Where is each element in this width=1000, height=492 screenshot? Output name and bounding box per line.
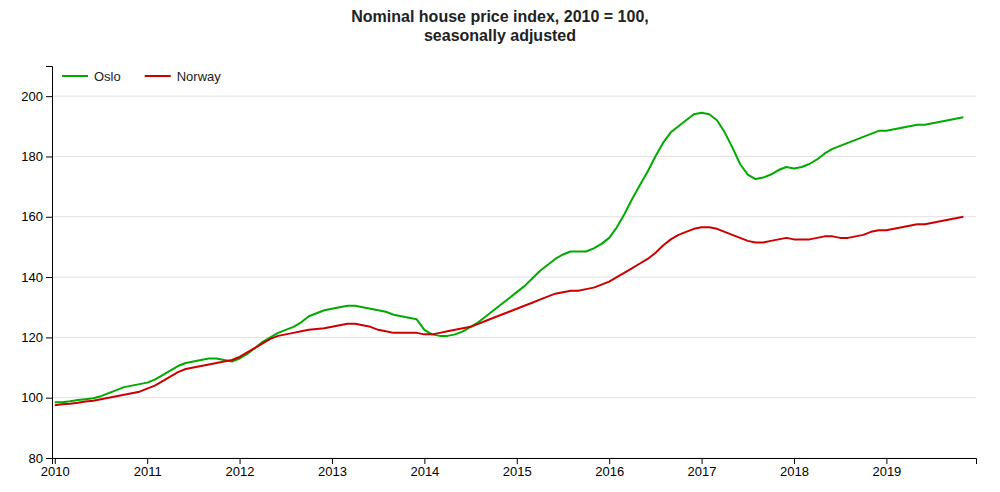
tick: 100 (21, 390, 52, 405)
tick-mark (55, 458, 56, 464)
tick-label: 2018 (780, 464, 809, 479)
grid-line (52, 96, 976, 97)
tick-label: 2012 (226, 464, 255, 479)
tick-mark (46, 337, 52, 338)
tick-mark (240, 458, 241, 464)
title-line: Nominal house price index, 2010 = 100, (351, 8, 648, 25)
tick: 2014 (410, 458, 439, 479)
tick-label: 140 (21, 270, 43, 285)
tick: 160 (21, 209, 52, 224)
grid-line (52, 156, 976, 157)
axis-line (53, 459, 977, 465)
tick-mark (46, 156, 52, 157)
legend-item: Norway (145, 69, 222, 84)
series-line (55, 113, 964, 402)
tick: 2013 (318, 458, 347, 479)
plot: 2010 2011 2012 2013 2014 2015 2016 2017 2018 2019… (21, 67, 976, 480)
tick-label: 2015 (503, 464, 532, 479)
tick-mark (794, 458, 795, 464)
tick: 2017 (688, 458, 717, 479)
tick-label: 160 (21, 209, 43, 224)
legend-swatch (145, 75, 171, 77)
legend: Oslo Norway (62, 69, 221, 84)
grid-line (52, 277, 976, 278)
tick-mark (609, 458, 610, 464)
title: Nominal house price index, 2010 = 100, se… (351, 8, 648, 44)
tick-mark (517, 458, 518, 464)
tick: 2018 (780, 458, 809, 479)
tick: 2019 (872, 458, 901, 479)
tick: 2011 (134, 458, 162, 479)
chart: Nominal house price index, 2010 = 100, se… (0, 0, 1000, 492)
grid-line (52, 216, 976, 217)
tick: 180 (21, 149, 52, 164)
tick-label: 2019 (872, 464, 901, 479)
tick: 80 (29, 451, 52, 466)
tick-mark (332, 458, 333, 464)
legend-swatch (62, 75, 88, 77)
tick: 200 (21, 89, 52, 104)
grid-line (52, 337, 976, 338)
tick-label: 2016 (595, 464, 624, 479)
tick: 2012 (226, 458, 255, 479)
tick-mark (46, 277, 52, 278)
tick-label: 2017 (688, 464, 717, 479)
y-axis: 80 100 120 140 160 180 200 (21, 67, 52, 466)
axis-line (46, 67, 53, 459)
tick: 2010 (41, 458, 70, 479)
tick-mark (886, 458, 887, 464)
title-line: seasonally adjusted (424, 27, 576, 44)
legend-item: Oslo (62, 69, 121, 84)
grid-line (52, 397, 976, 398)
tick-label: 2013 (318, 464, 347, 479)
tick-label: 2014 (410, 464, 439, 479)
tick-label: 100 (21, 390, 43, 405)
tick-label: 2011 (134, 464, 162, 479)
tick: 140 (21, 270, 52, 285)
tick-label: 2010 (41, 464, 70, 479)
tick: 2015 (503, 458, 532, 479)
tick-mark (46, 398, 52, 399)
tick-label: 80 (29, 451, 43, 466)
tick-mark (46, 96, 52, 97)
series-group (55, 113, 964, 405)
tick-mark (46, 458, 52, 459)
tick-mark (147, 458, 148, 464)
series-line (55, 217, 964, 405)
tick-mark (424, 458, 425, 464)
legend-label: Norway (177, 69, 222, 84)
tick-label: 120 (21, 330, 43, 345)
tick-label: 180 (21, 149, 43, 164)
grid (52, 96, 976, 458)
tick: 2016 (595, 458, 624, 479)
legend-label: Oslo (94, 69, 121, 84)
x-axis: 2010 2011 2012 2013 2014 2015 2016 2017 2018 2019 (41, 458, 977, 479)
tick-label: 200 (21, 89, 43, 104)
tick-mark (46, 217, 52, 218)
tick: 120 (21, 330, 52, 345)
tick-mark (702, 458, 703, 464)
